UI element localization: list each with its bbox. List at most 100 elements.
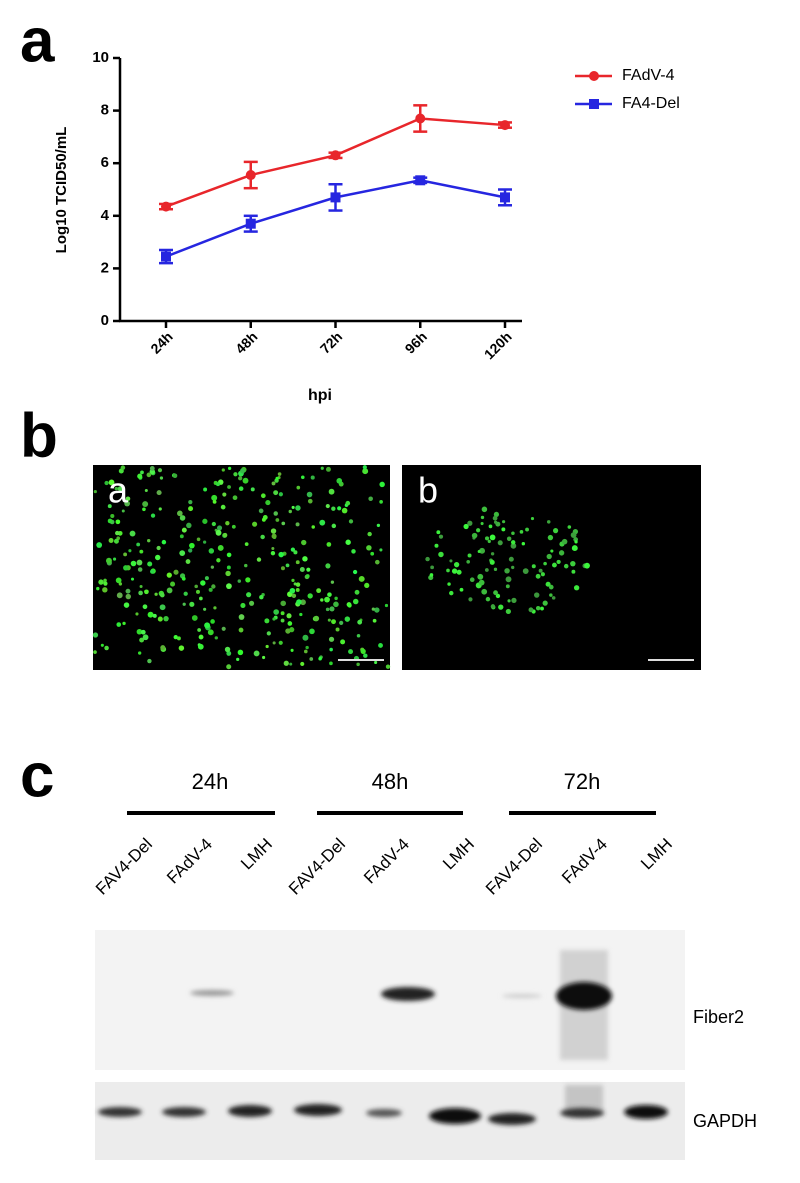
fluorescent-cell [356,633,361,638]
fluorescent-cell [272,641,276,645]
fluorescent-cell [528,607,534,613]
fluorescent-cell [213,606,217,610]
fluorescent-cell [296,485,301,490]
fluorescent-cell [278,640,283,645]
marker [330,150,341,161]
fluorescent-cell [280,618,285,623]
fluorescent-cell [291,505,295,509]
fluorescent-cell [224,646,231,653]
fluorescent-cell [159,604,166,611]
fluorescent-cell [324,596,330,603]
y-tick-label: 2 [101,259,109,276]
fluorescent-cell [226,664,232,670]
fluorescent-cell [477,573,484,580]
fluorescent-cell [356,662,360,667]
marker [415,113,426,124]
fluorescent-cell [203,607,207,611]
fluorescent-cell [217,545,224,551]
fluorescent-cell [233,472,238,477]
x-tick-label: 96h [402,328,430,356]
fluorescent-cell [531,564,536,569]
fluorescent-cell [173,569,179,575]
fluorescent-cell [540,572,545,577]
fluorescent-cell [102,587,108,593]
fluorescent-cell [154,592,158,596]
fluorescent-cell [253,650,260,657]
fluorescent-cell [331,506,336,511]
fluorescent-cell [335,627,340,632]
fluorescent-cell [299,612,303,617]
fluorescent-cell [226,565,231,570]
fluorescent-cell [326,542,332,547]
fluorescent-cell [142,604,148,610]
fluorescent-cell [345,500,351,506]
fluorescent-cell [140,470,144,475]
fluorescent-cell [124,500,131,507]
fluorescent-cell [188,506,194,512]
band [624,1105,668,1119]
fluorescent-cell [367,531,372,537]
fluorescent-cell [238,614,245,620]
fluorescent-cell [287,621,293,626]
fluorescent-cell [144,488,148,493]
fluorescent-cell [497,540,503,546]
fluorescent-cell [237,579,242,583]
fluorescent-cell [138,590,143,596]
fluorescent-cell [310,475,315,480]
fluorescent-cell [231,524,236,529]
fluorescent-cell [200,580,206,586]
fluorescent-cell [150,513,156,518]
fluorescent-cell [510,540,516,545]
x-tick-label: 48h [232,328,260,356]
fluorescent-cell [221,468,225,472]
fluorescent-cell [103,581,108,586]
fluorescent-cell [108,479,115,486]
fluorescent-cell [285,563,290,568]
fluorescent-cell [136,542,141,547]
fluorescent-cell [189,601,195,607]
fluorescent-cell [446,568,450,573]
fluorescent-cell [379,500,383,504]
fluorescent-cell [329,661,333,666]
fluorescent-cell [270,528,277,534]
fluorescent-cell [226,583,232,590]
fluorescent-cell [480,515,485,520]
fluorescent-cell [425,556,430,562]
fluorescent-cell [215,482,221,487]
fluorescent-cell [179,550,186,557]
fluorescent-cell [506,536,512,541]
fluorescent-cell [158,507,162,511]
fluorescent-cell [198,634,204,640]
fluorescent-cell [136,559,143,566]
fluorescent-cell [467,520,473,526]
fluorescent-cell [325,504,330,509]
fluorescent-cell [451,568,458,574]
lane-label: FAdV-4 [558,835,611,888]
fluorescent-cell [351,549,356,554]
fluorescent-cell [240,468,246,474]
fluorescent-cell [331,619,336,625]
fluorescent-cell [214,636,218,640]
fluorescent-cell [307,498,313,504]
fluorescent-cell [176,636,181,641]
fluorescent-cell [447,582,451,586]
fluorescent-cell [264,618,270,624]
fluorescent-cell [551,596,556,600]
fluorescent-cell [273,609,280,615]
fluorescent-cell [113,538,119,544]
fluorescent-cell [463,523,469,530]
fluorescent-cell [103,578,107,583]
fluorescent-cell [459,587,464,592]
fluorescent-cell [535,605,541,611]
fluorescent-cell [203,540,207,544]
fluorescent-cell [147,538,151,543]
fluorescent-cell [203,487,208,492]
fluorescent-cell [156,490,162,496]
fluorescent-cell [104,645,109,651]
y-tick-label: 0 [101,312,109,329]
fluorescent-cell [508,556,514,562]
fluorescent-cell [166,572,172,578]
band [228,1105,272,1117]
fluorescent-cell [142,634,149,641]
fluorescent-cell [121,509,125,513]
